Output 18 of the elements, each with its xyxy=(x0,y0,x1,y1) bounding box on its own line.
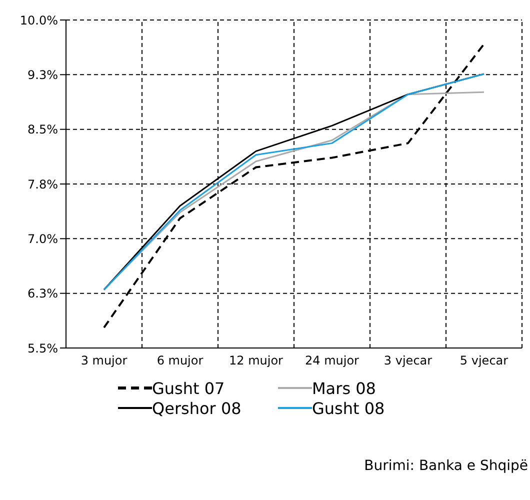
legend-label: Gusht 07 xyxy=(152,378,225,398)
legend-label: Mars 08 xyxy=(312,378,376,398)
x-tick-label: 6 mujor xyxy=(156,354,204,368)
y-tick-label: 9.3% xyxy=(28,68,58,82)
y-tick-label: 5.5% xyxy=(28,341,58,356)
y-tick-label: 7.0% xyxy=(28,232,58,246)
x-tick-label: 5 vjecar xyxy=(460,354,508,368)
x-tick-label: 24 mujor xyxy=(305,354,360,368)
x-tick-label: 12 mujor xyxy=(229,354,284,368)
y-tick-label: 10.0% xyxy=(20,13,58,28)
x-tick-label: 3 vjecar xyxy=(384,354,432,368)
x-tick-label: 3 mujor xyxy=(80,354,128,368)
y-tick-label: 8.5% xyxy=(28,122,58,137)
y-tick-label: 6.3% xyxy=(28,286,58,301)
text: Burimi: Banka e Shqipë xyxy=(363,458,528,474)
y-tick-label: 7.8% xyxy=(28,177,58,192)
legend-label: Qershor 08 xyxy=(152,398,242,418)
legend-label: Gusht 08 xyxy=(312,398,385,418)
